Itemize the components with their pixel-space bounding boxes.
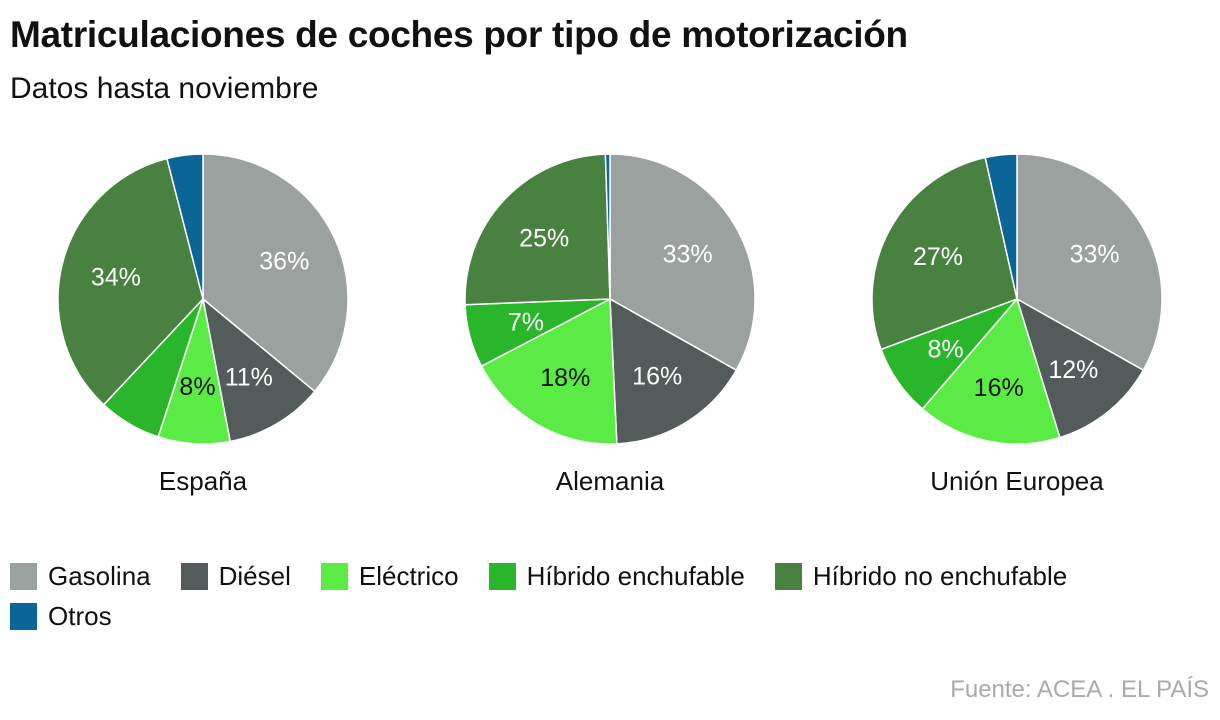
slice-espana-diesel [201, 297, 316, 443]
pie-union-europea: 33% 12% 16% 8% 27% Unión Europea [871, 153, 1163, 496]
legend-item-otros: Otros [10, 601, 112, 632]
slice-label-union-europea-electrico: 16% [974, 374, 1024, 402]
slice-label-union-europea-hibrido-no-enchufable: 27% [913, 243, 963, 271]
legend-swatch-otros [10, 602, 37, 630]
slice-label-union-europea-hibrido-enchufable: 8% [928, 336, 964, 364]
slice-alemania-gasolina [609, 153, 756, 372]
slice-label-union-europea-diesel: 12% [1048, 356, 1098, 384]
legend-label-hibrido-enchufable: Híbrido enchufable [526, 560, 745, 591]
legend-swatch-gasolina [10, 562, 37, 590]
pie-espana: 36% 11% 8% 34% España [57, 153, 349, 496]
slice-alemania-electrico [480, 297, 618, 445]
slice-union-europea-hibrido-no-enchufable [871, 156, 1018, 351]
slice-union-europea-otros [984, 153, 1018, 300]
pie-alemania: 33% 16% 18% 7% 25% Alemania [464, 153, 756, 496]
legend-swatch-diesel [180, 562, 208, 590]
legend-label-hibrido-no-enchufable: Híbrido no enchufable [812, 560, 1068, 591]
source-credit: Fuente: ACEA . EL PAÍS [950, 676, 1209, 703]
slice-alemania-hibrido-no-enchufable [464, 153, 611, 306]
legend-label-otros: Otros [48, 600, 112, 631]
legend-item-gasolina: Gasolina [10, 561, 151, 592]
chart-subtitle: Datos hasta noviembre [10, 72, 319, 105]
slice-union-europea-gasolina [1016, 153, 1163, 372]
slice-label-alemania-electrico: 18% [540, 364, 590, 392]
legend-swatch-electrico [320, 562, 348, 590]
slice-label-espana-gasolina: 36% [259, 248, 309, 276]
slice-label-alemania-hibrido-enchufable: 7% [508, 308, 544, 336]
slice-label-espana-hibrido-no-enchufable: 34% [91, 264, 141, 292]
slice-union-europea-electrico [921, 297, 1061, 445]
slice-espana-otros [166, 153, 204, 300]
legend-swatch-hibrido-no-enchufable [774, 562, 802, 590]
pie-name-alemania: Alemania [556, 466, 665, 496]
slice-alemania-otros [604, 153, 611, 300]
legend: Gasolina Diésel Eléctrico Híbrido enchuf… [10, 559, 1210, 639]
slice-label-alemania-hibrido-no-enchufable: 25% [519, 225, 569, 253]
legend-item-hibrido-no-enchufable: Híbrido no enchufable [774, 560, 1068, 592]
legend-item-hibrido-enchufable: Híbrido enchufable [488, 560, 745, 592]
slice-label-espana-diesel: 11% [225, 363, 273, 391]
legend-row-1: Gasolina Diésel Eléctrico Híbrido enchuf… [10, 559, 1210, 593]
pie-charts: 36%11%8%34%España33%16%18%7%25%Alemania3… [57, 153, 1163, 496]
legend-label-diesel: Diésel [218, 560, 291, 591]
pie-name-espana: España [159, 466, 248, 496]
legend-item-diesel: Diésel [180, 560, 291, 592]
slice-union-europea-diesel [1015, 297, 1145, 439]
slice-label-union-europea-gasolina: 33% [1070, 241, 1120, 269]
slice-alemania-diesel [609, 297, 738, 445]
legend-row-2: Otros [10, 599, 1210, 633]
slice-label-alemania-diesel: 16% [632, 363, 682, 391]
legend-label-electrico: Eléctrico [358, 560, 459, 591]
slice-espana-gasolina [202, 153, 349, 393]
slice-espana-hibrido-no-enchufable [57, 157, 204, 406]
legend-swatch-hibrido-enchufable [488, 562, 516, 590]
pie-name-union-europea: Unión Europea [930, 466, 1104, 496]
chart-title: Matriculaciones de coches por tipo de mo… [10, 14, 908, 55]
slice-label-alemania-gasolina: 33% [663, 241, 713, 269]
legend-item-electrico: Eléctrico [320, 560, 459, 592]
legend-label-gasolina: Gasolina [48, 560, 151, 591]
slice-label-espana-electrico: 8% [179, 373, 215, 401]
